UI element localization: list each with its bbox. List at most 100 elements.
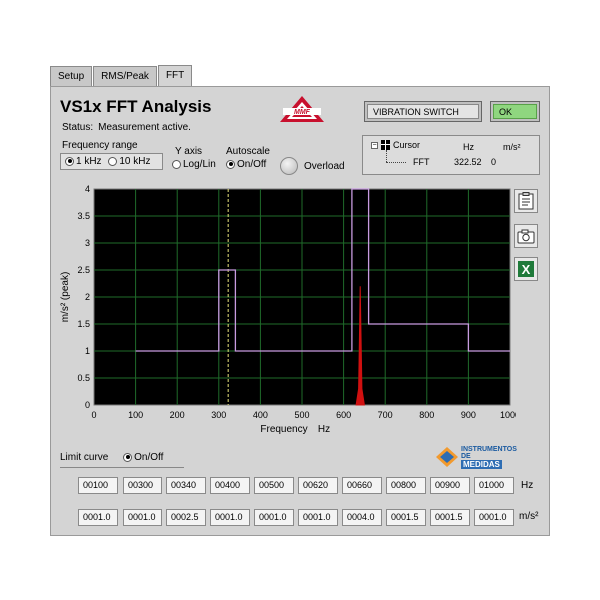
cursor-col-hz: Hz xyxy=(463,142,474,152)
excel-export-button[interactable]: X xyxy=(514,257,538,281)
ok-text: OK xyxy=(493,104,537,119)
limit-hz-input[interactable]: 00100 xyxy=(78,477,118,494)
yaxis-log-lin-radio[interactable]: Log/Lin xyxy=(172,159,216,170)
logo-line-2: DE xyxy=(461,453,471,460)
fft-chart[interactable]: 0 100 200 300 400 500 600 700 800 900 1000 0 0.5 1 1.5… xyxy=(58,180,516,438)
radio-dot-icon xyxy=(172,159,181,169)
limit-amplitude-input[interactable]: 0001.0 xyxy=(78,509,118,526)
frequency-range-selector: 1 kHz 10 kHz xyxy=(60,153,163,170)
limit-hz-input[interactable]: 00400 xyxy=(210,477,250,494)
limit-curve-label: Limit curve xyxy=(60,452,109,463)
x-tick-label: 100 xyxy=(128,410,143,420)
tree-line xyxy=(386,162,406,164)
limit-hz-input[interactable]: 00300 xyxy=(123,477,162,494)
y-tick-label: 1.5 xyxy=(77,319,90,329)
tab-fft[interactable]: FFT xyxy=(157,65,193,87)
instrumentos-logo: INSTRUMENTOS DE MEDIDAS xyxy=(436,444,518,470)
tree-line xyxy=(386,150,388,162)
freq-1khz-radio[interactable]: 1 kHz xyxy=(65,156,102,167)
vibration-switch-text: VIBRATION SWITCH xyxy=(367,104,479,119)
fft-series xyxy=(355,286,365,406)
limit-hz-input[interactable]: 00900 xyxy=(430,477,470,494)
overload-led-icon xyxy=(280,157,298,175)
freq-10khz-radio[interactable]: 10 kHz xyxy=(108,156,150,167)
cursor-legend: − Cursor Hz m/s² FFT 322.52 0 xyxy=(362,135,540,175)
yaxis-label: Y axis xyxy=(175,146,203,157)
cursor-icon xyxy=(381,140,390,150)
y-tick-label: 4 xyxy=(85,184,90,194)
clipboard-icon xyxy=(518,192,534,210)
radio-dot-icon xyxy=(108,156,118,166)
cursor-row-name: FFT xyxy=(413,157,430,167)
radio-dot-icon xyxy=(226,159,235,169)
status-value: Measurement active. xyxy=(98,122,191,133)
svg-text:X: X xyxy=(522,262,531,277)
cursor-row-hz: 322.52 xyxy=(454,157,482,167)
limit-amplitude-input[interactable]: 0001.0 xyxy=(123,509,162,526)
amp-unit-label: m/s² xyxy=(519,511,539,522)
tab-setup[interactable]: Setup xyxy=(50,66,93,86)
tab-bar: Setup RMS/Peak FFT xyxy=(50,65,193,87)
autoscale-label: Autoscale xyxy=(226,146,270,157)
limit-amplitude-input[interactable]: 0001.0 xyxy=(210,509,250,526)
limit-hz-input[interactable]: 00620 xyxy=(298,477,338,494)
x-tick-label: 600 xyxy=(336,410,351,420)
radio-dot-icon xyxy=(123,452,133,462)
excel-icon: X xyxy=(518,261,534,277)
ok-indicator: OK xyxy=(490,101,540,122)
y-tick-label: 3 xyxy=(85,238,90,248)
autoscale-radio[interactable]: On/Off xyxy=(226,159,266,170)
overload-label: Overload xyxy=(304,161,345,172)
limit-hz-input[interactable]: 00800 xyxy=(386,477,426,494)
x-tick-label: 900 xyxy=(461,410,476,420)
cursor-label: Cursor xyxy=(393,140,421,150)
cursor-row-value: 0 xyxy=(491,157,497,167)
x-tick-label: 300 xyxy=(211,410,226,420)
logo-mark-icon xyxy=(436,447,458,467)
snapshot-button[interactable] xyxy=(514,224,538,248)
limit-amplitude-input[interactable]: 0001.0 xyxy=(254,509,294,526)
x-tick-label: 500 xyxy=(294,410,309,420)
limit-amplitude-input[interactable]: 0001.0 xyxy=(298,509,338,526)
frequency-range-label: Frequency range xyxy=(62,140,138,151)
x-tick-label: 700 xyxy=(378,410,393,420)
limit-hz-input[interactable]: 00500 xyxy=(254,477,294,494)
y-tick-label: 0 xyxy=(85,400,90,410)
y-tick-label: 2 xyxy=(85,292,90,302)
clipboard-button[interactable] xyxy=(514,189,538,213)
status-label: Status: xyxy=(62,122,94,133)
x-axis-label: Frequency xyxy=(260,424,307,435)
mmf-logo: MMF xyxy=(280,96,324,122)
limit-curve-toggle[interactable]: On/Off xyxy=(123,452,163,463)
x-tick-label: 1000 xyxy=(500,410,516,420)
x-tick-label: 400 xyxy=(253,410,268,420)
x-tick-label: 0 xyxy=(91,410,96,420)
collapse-icon[interactable]: − xyxy=(371,142,378,149)
limit-hz-input[interactable]: 00660 xyxy=(342,477,382,494)
y-tick-label: 3.5 xyxy=(77,211,90,221)
logo-line-3: MEDIDAS xyxy=(461,460,502,469)
x-tick-label: 200 xyxy=(170,410,185,420)
limit-curve-header: Limit curve On/Off xyxy=(60,449,184,468)
limit-curve-series xyxy=(135,188,510,352)
limit-amplitude-input[interactable]: 0004.0 xyxy=(342,509,382,526)
limit-hz-input[interactable]: 01000 xyxy=(474,477,514,494)
vibration-switch-indicator: VIBRATION SWITCH xyxy=(364,101,482,122)
y-tick-label: 0.5 xyxy=(77,373,90,383)
camera-icon xyxy=(517,229,535,243)
x-axis-unit: Hz xyxy=(318,424,330,435)
svg-text:MMF: MMF xyxy=(294,109,311,116)
limit-amplitude-input[interactable]: 0001.5 xyxy=(386,509,426,526)
y-tick-label: 2.5 xyxy=(77,265,90,275)
limit-amplitude-input[interactable]: 0001.5 xyxy=(430,509,470,526)
x-tick-label: 800 xyxy=(419,410,434,420)
tab-rms-peak[interactable]: RMS/Peak xyxy=(93,66,157,86)
limit-amplitude-input[interactable]: 0001.0 xyxy=(474,509,514,526)
limit-amplitude-input[interactable]: 0002.5 xyxy=(166,509,206,526)
y-axis-label: m/s² (peak) xyxy=(60,272,71,323)
limit-hz-input[interactable]: 00340 xyxy=(166,477,206,494)
radio-dot-icon xyxy=(65,156,74,166)
y-tick-label: 1 xyxy=(85,346,90,356)
logo-line-1: INSTRUMENTOS xyxy=(461,446,517,453)
status-line: Status: Measurement active. xyxy=(62,122,191,133)
